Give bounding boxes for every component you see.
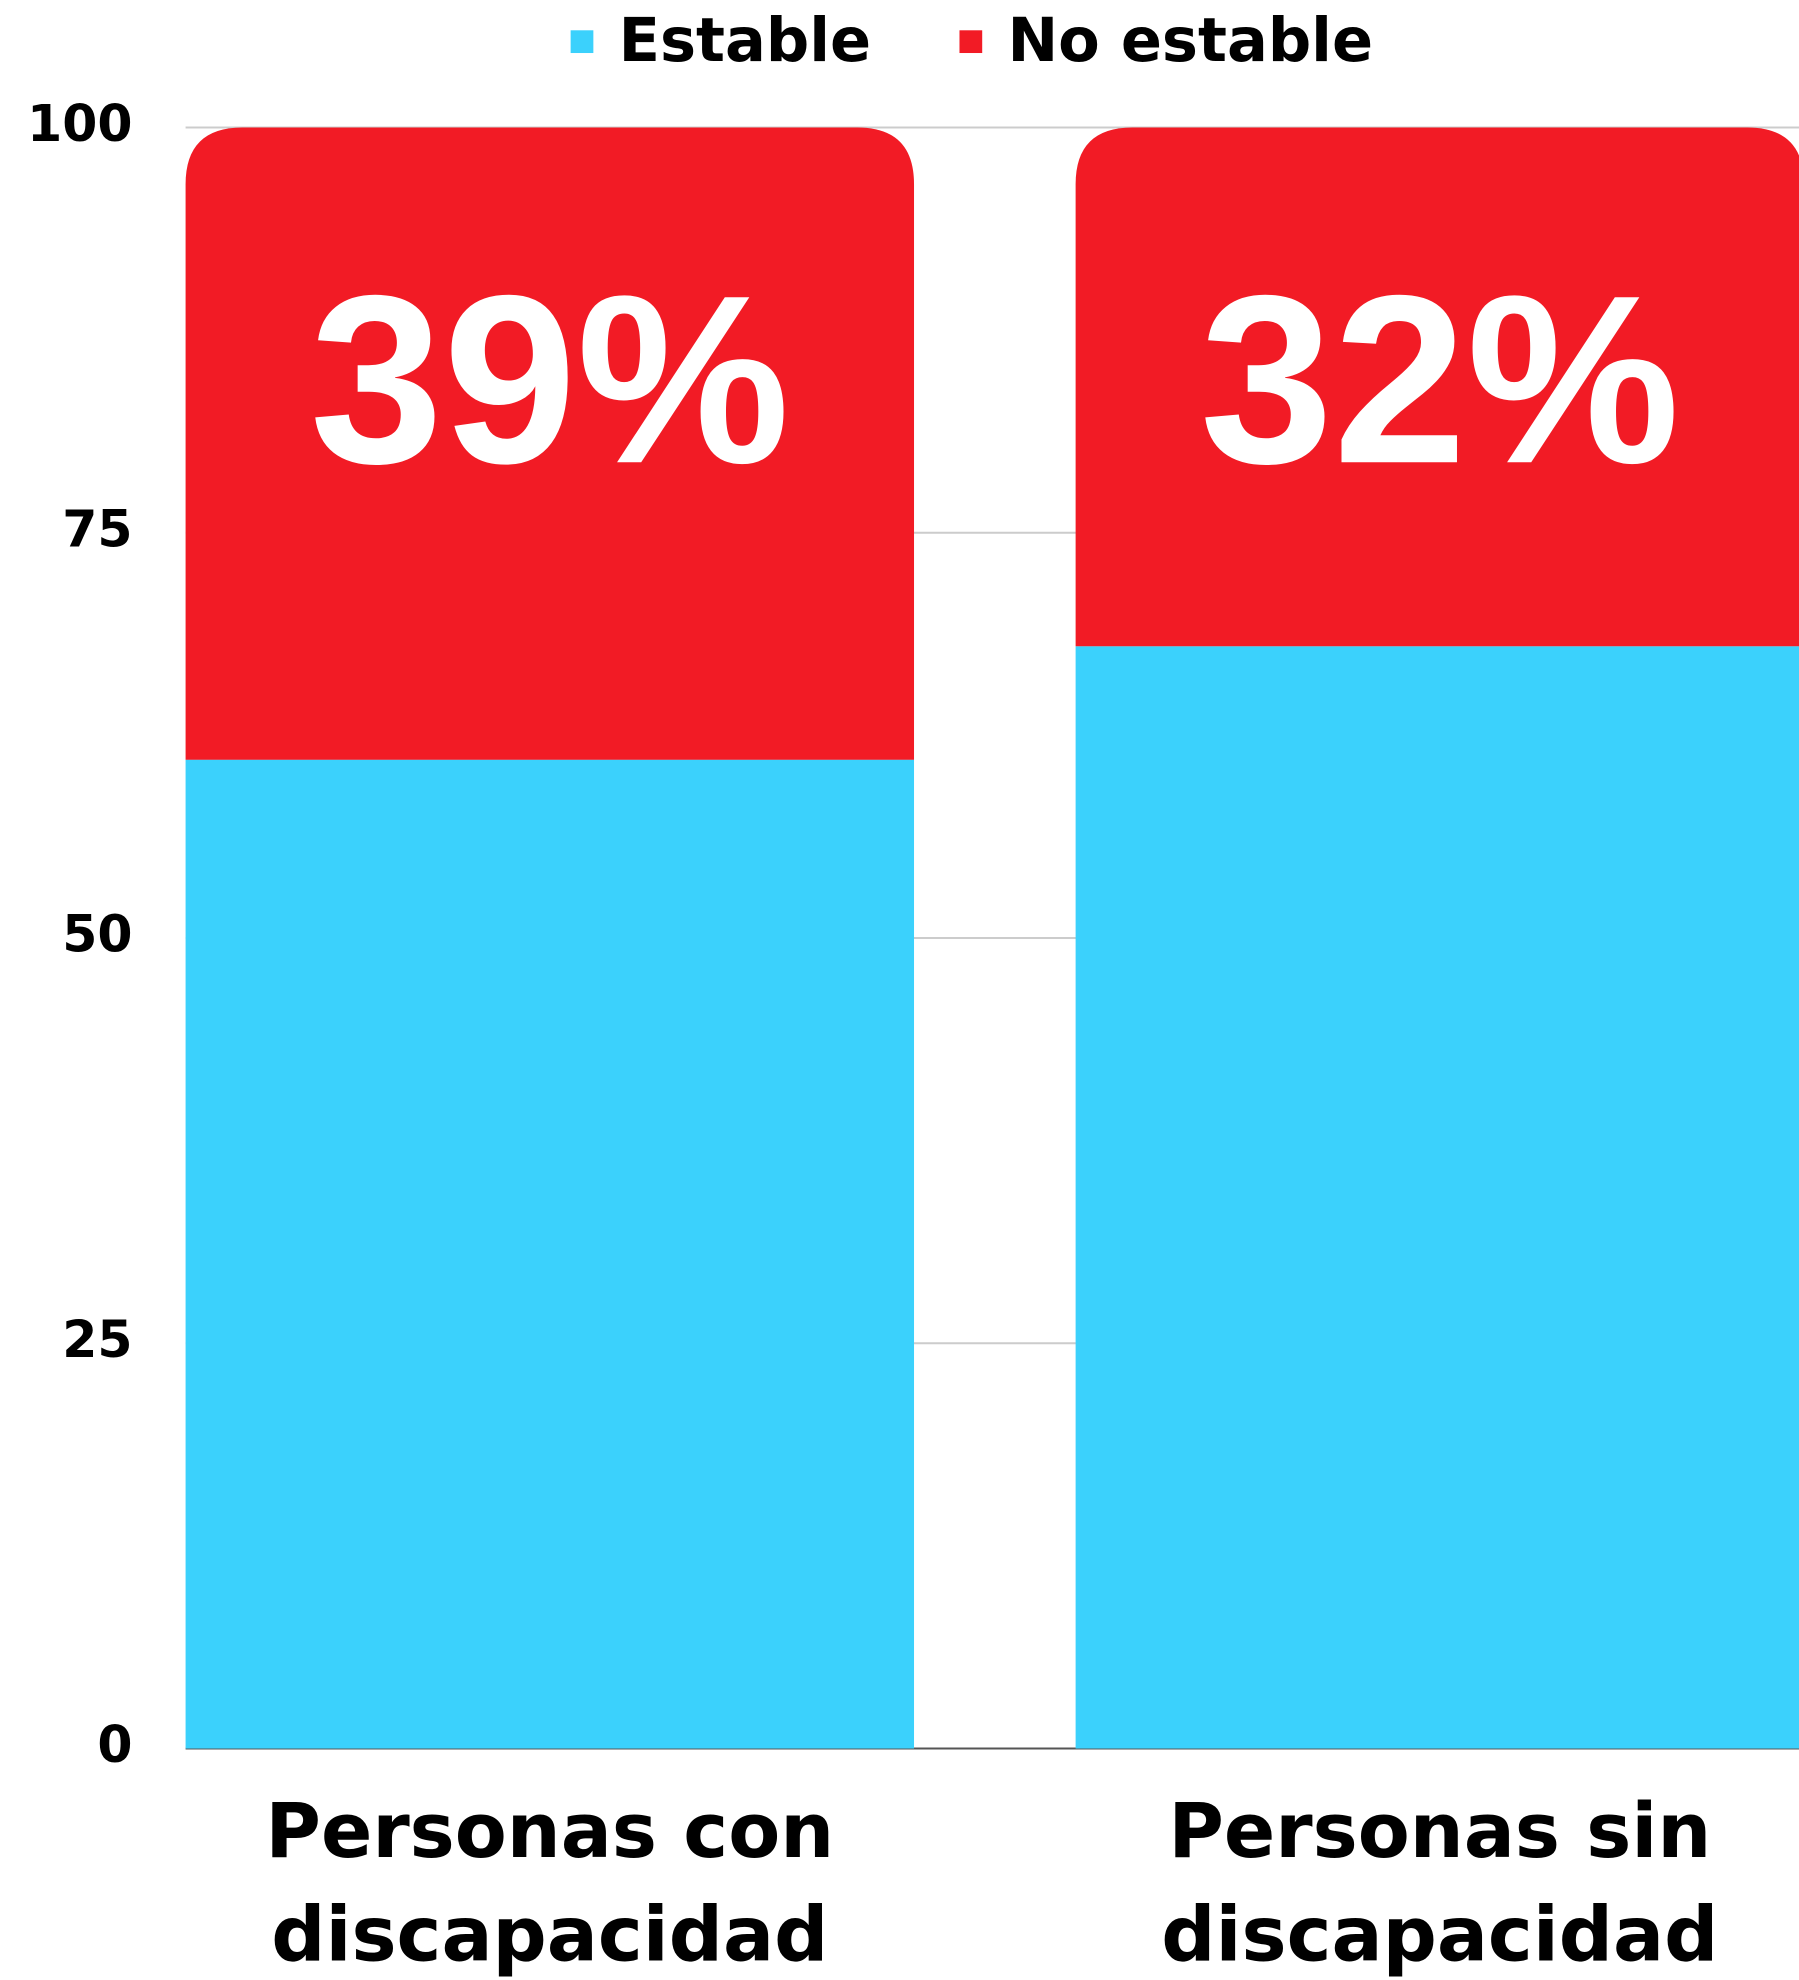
bar-segment [1075,646,1799,1749]
legend-label: No estable [1007,6,1373,76]
bar-segment [1075,127,1799,647]
legend-label: Estable [619,6,872,76]
x-tick-label: Personas sin discapacidad [1161,1787,1719,1980]
bar-segment [185,127,915,760]
y-tick-label: 50 [62,905,132,964]
bar-segment [185,759,915,1749]
y-tick-label: 25 [62,1310,132,1369]
y-tick-label: 0 [97,1715,132,1774]
legend-swatch [570,30,594,54]
x-tick-label: Personas con discapacidad [265,1787,835,1980]
y-tick-label: 100 [27,94,132,153]
y-tick-label: 75 [62,499,132,558]
legend-swatch [959,30,983,54]
value-label: 39% [310,245,790,513]
value-label: 32% [1200,245,1680,513]
